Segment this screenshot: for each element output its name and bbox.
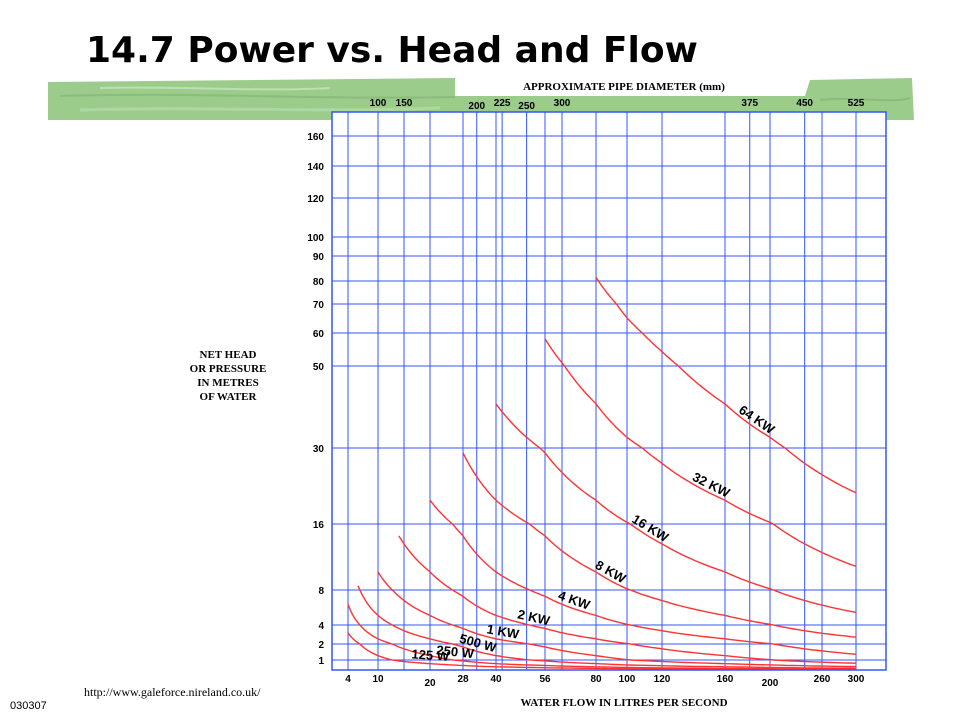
pipe-diameter-label: 525 bbox=[848, 98, 865, 109]
y-tick-label: 90 bbox=[313, 252, 325, 263]
x-axis-title: WATER FLOW IN LITRES PER SECOND bbox=[520, 697, 727, 709]
x-tick-label: 4 bbox=[345, 674, 351, 685]
y-tick-label: 8 bbox=[318, 586, 324, 597]
x-tick-label: 10 bbox=[372, 674, 384, 685]
grid-lines bbox=[332, 112, 886, 670]
y-tick-label: 140 bbox=[307, 162, 324, 173]
source-url-link[interactable]: http://www.galeforce.nireland.co.uk/ bbox=[84, 685, 261, 699]
y-tick-label: 30 bbox=[313, 444, 325, 455]
power-curves bbox=[347, 276, 857, 671]
power-curve bbox=[544, 338, 857, 567]
y-axis-title-line: OR PRESSURE bbox=[189, 363, 267, 375]
y-axis-title-line: OF WATER bbox=[199, 391, 257, 403]
pipe-diameter-label: 375 bbox=[741, 98, 758, 109]
y-tick-label: 4 bbox=[318, 621, 324, 632]
decorative-green-band bbox=[48, 78, 914, 120]
pipe-diameter-label: 150 bbox=[396, 98, 413, 109]
x-tick-label: 100 bbox=[619, 674, 636, 685]
y-tick-label: 16 bbox=[313, 520, 325, 531]
top-axis-title: APPROXIMATE PIPE DIAMETER (mm) bbox=[523, 81, 725, 93]
power-curve bbox=[347, 604, 857, 670]
slide-title: 14.7 Power vs. Head and Flow bbox=[86, 30, 698, 71]
y-tick-label: 2 bbox=[318, 640, 324, 651]
power-curve bbox=[377, 571, 857, 668]
y-tick-label: 1 bbox=[318, 656, 324, 667]
pipe-diameter-label: 225 bbox=[494, 98, 511, 109]
chart-plot-area bbox=[332, 112, 886, 670]
power-curve bbox=[357, 585, 857, 669]
pipe-diameter-label: 450 bbox=[796, 98, 813, 109]
y-axis-title-line: NET HEAD bbox=[199, 349, 257, 361]
curve-label: 250 W bbox=[436, 642, 476, 661]
x-tick-label: 80 bbox=[590, 674, 602, 685]
x-tick-label: 28 bbox=[457, 674, 469, 685]
pipe-diameter-label: 100 bbox=[370, 98, 387, 109]
power-curve bbox=[495, 403, 857, 614]
pipe-diameter-label: 250 bbox=[518, 101, 535, 112]
plot-frame bbox=[331, 111, 887, 671]
y-tick-label: 50 bbox=[313, 362, 325, 373]
power-curve bbox=[595, 276, 857, 494]
pipe-diameter-label: 200 bbox=[468, 101, 485, 112]
power-curve bbox=[462, 452, 857, 638]
x-tick-label: 200 bbox=[762, 678, 779, 689]
x-tick-label: 260 bbox=[814, 674, 831, 685]
axes: 1 2 4 8 16 30 50 60 70 80 90 100 120 140 160 4 10 20 28 40 5… bbox=[307, 98, 887, 689]
power-curve bbox=[347, 632, 856, 671]
curve-label: 2 KW bbox=[516, 606, 552, 628]
x-tick-label: 20 bbox=[424, 678, 436, 689]
power-curve bbox=[398, 535, 857, 664]
y-tick-label: 160 bbox=[307, 132, 324, 143]
y-tick-label: 100 bbox=[307, 233, 324, 244]
pipe-diameter-label: 300 bbox=[554, 98, 571, 109]
x-tick-label: 300 bbox=[848, 674, 865, 685]
x-tick-label: 120 bbox=[654, 674, 671, 685]
y-tick-label: 120 bbox=[307, 194, 324, 205]
curve-label: 125 W bbox=[411, 646, 450, 664]
x-tick-label: 56 bbox=[539, 674, 551, 685]
y-axis-title: NET HEAD OR PRESSURE IN METRES OF WATER bbox=[160, 348, 296, 404]
x-tick-label: 40 bbox=[490, 674, 502, 685]
x-tick-label: 160 bbox=[717, 674, 734, 685]
y-tick-label: 60 bbox=[313, 329, 325, 340]
power-curve bbox=[429, 499, 857, 655]
slide-code: 030307 bbox=[10, 700, 47, 712]
y-tick-label: 80 bbox=[313, 277, 325, 288]
y-axis-title-line: IN METRES bbox=[197, 377, 259, 389]
y-tick-label: 70 bbox=[313, 300, 325, 311]
curve-label: 1 KW bbox=[486, 621, 521, 642]
